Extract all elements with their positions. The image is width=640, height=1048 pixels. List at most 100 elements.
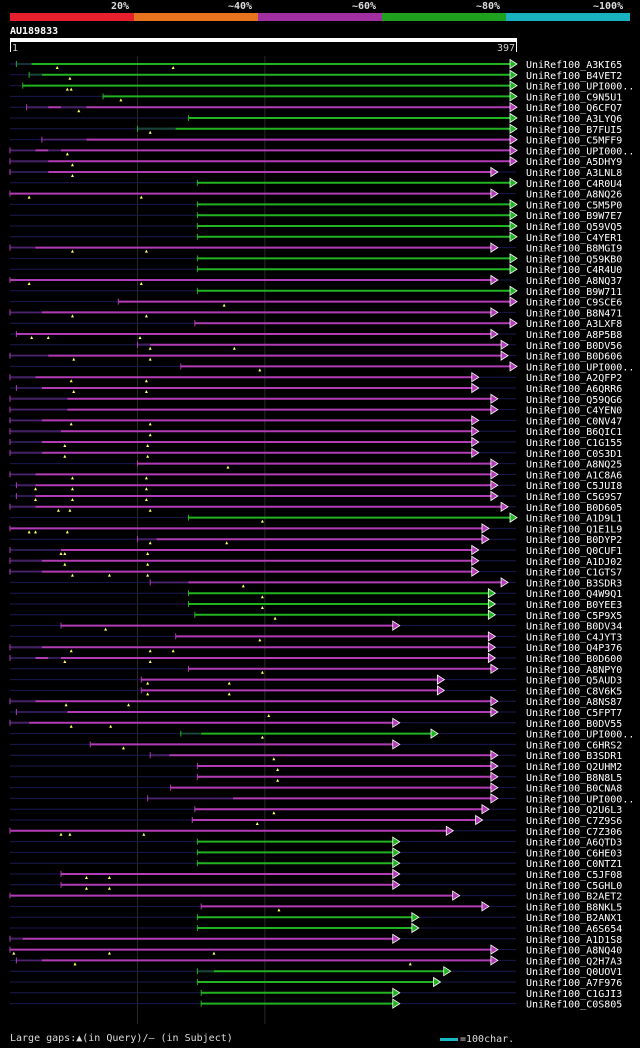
hit-label[interactable]: UniRef100_A6QRR6	[526, 384, 622, 395]
hit-row[interactable]: UniRef100_C0S3D1	[9, 447, 622, 460]
hit-label[interactable]: UniRef100_C5G9S7	[526, 492, 622, 503]
hit-label[interactable]: UniRef100_A8NQ26	[526, 190, 622, 201]
hit-row[interactable]: UniRef100_B2AET2	[9, 890, 622, 903]
hit-label[interactable]: UniRef100_A2QFP2	[526, 373, 622, 384]
hit-row[interactable]: UniRef100_UPI000..	[10, 80, 634, 93]
hit-row[interactable]: UniRef100_A8NQ25	[10, 458, 622, 471]
hit-row[interactable]: UniRef100_A2QFP2	[9, 371, 622, 385]
hit-label[interactable]: UniRef100_A3KI65	[526, 60, 622, 71]
hit-row[interactable]: UniRef100_A5DHY9	[9, 155, 622, 169]
hit-label[interactable]: UniRef100_A1D9L1	[526, 514, 622, 525]
hit-row[interactable]: UniRef100_C4R0U4	[10, 177, 622, 190]
hit-label[interactable]: UniRef100_Q0CUF1	[526, 546, 622, 557]
hit-row[interactable]: UniRef100_A3LNL8	[9, 166, 622, 180]
hit-row[interactable]: UniRef100_B0DV56	[10, 339, 622, 352]
hit-label[interactable]: UniRef100_Q0UOV1	[526, 967, 622, 978]
hit-label[interactable]: UniRef100_Q2U6L3	[526, 805, 622, 816]
hit-label[interactable]: UniRef100_Q1E1L9	[526, 524, 622, 535]
hit-label[interactable]: UniRef100_C8V6K5	[526, 686, 622, 697]
hit-label[interactable]: UniRef100_C4R4U0	[526, 265, 622, 276]
hit-row[interactable]: UniRef100_UPI000..	[10, 728, 634, 741]
hit-label[interactable]: UniRef100_C7Z306	[526, 827, 622, 838]
hit-label[interactable]: UniRef100_B4VET2	[526, 71, 622, 82]
hit-label[interactable]: UniRef100_C0S805	[526, 1000, 622, 1011]
hit-row[interactable]: UniRef100_A8P5B8	[10, 328, 622, 342]
hit-label[interactable]: UniRef100_C6HE03	[526, 848, 622, 859]
hit-label[interactable]: UniRef100_C1G155	[526, 438, 622, 449]
hit-label[interactable]: UniRef100_B0D606	[526, 352, 622, 363]
hit-label[interactable]: UniRef100_B0CNA8	[526, 784, 622, 795]
hit-row[interactable]: UniRef100_UPI000..	[9, 145, 634, 158]
hit-row[interactable]: UniRef100_Q2H7A3	[10, 955, 622, 968]
hit-row[interactable]: UniRef100_C0NV47	[9, 415, 622, 428]
hit-row[interactable]: UniRef100_A8NQ26	[9, 188, 622, 201]
hit-label[interactable]: UniRef100_B0DV55	[526, 719, 622, 730]
hit-label[interactable]: UniRef100_UPI000..	[526, 362, 634, 373]
hit-row[interactable]: UniRef100_C5GHL0	[10, 879, 622, 892]
hit-label[interactable]: UniRef100_A3LXF8	[526, 319, 622, 330]
hit-row[interactable]: UniRef100_B9W711	[10, 285, 622, 298]
hit-row[interactable]: UniRef100_C7Z9S6	[10, 814, 622, 828]
hit-row[interactable]: UniRef100_C1GJI3	[10, 987, 622, 1000]
hit-label[interactable]: UniRef100_C6HRS2	[526, 740, 622, 751]
hit-row[interactable]: UniRef100_C6HE03	[10, 847, 622, 860]
hit-label[interactable]: UniRef100_C4YER1	[526, 233, 622, 244]
hit-row[interactable]: UniRef100_A3LYQ6	[10, 112, 622, 126]
hit-label[interactable]: UniRef100_B3SDR1	[526, 751, 622, 762]
hit-row[interactable]: UniRef100_B4VET2	[10, 69, 622, 82]
hit-row[interactable]: UniRef100_A1D9L1	[10, 512, 622, 525]
hit-label[interactable]: UniRef100_C0NTZ1	[526, 859, 622, 870]
hit-row[interactable]: UniRef100_A3KI65	[10, 58, 622, 72]
hit-row[interactable]: UniRef100_C4JYT3	[10, 631, 622, 644]
hit-row[interactable]: UniRef100_Q0UOV1	[10, 965, 622, 979]
hit-label[interactable]: UniRef100_C5JUI8	[526, 481, 622, 492]
hit-row[interactable]: UniRef100_C7Z306	[9, 825, 622, 838]
hit-label[interactable]: UniRef100_C5FPT7	[526, 708, 622, 719]
hit-label[interactable]: UniRef100_B0D600	[526, 654, 622, 665]
hit-row[interactable]: UniRef100_B0DV55	[9, 717, 622, 730]
hit-row[interactable]: UniRef100_Q4W9Q1	[10, 587, 622, 601]
hit-label[interactable]: UniRef100_Q59KB0	[526, 254, 622, 265]
hit-row[interactable]: UniRef100_B0DYP2	[10, 533, 622, 547]
hit-label[interactable]: UniRef100_B7FUI5	[526, 125, 622, 136]
hit-label[interactable]: UniRef100_B9W711	[526, 287, 622, 298]
hit-label[interactable]: UniRef100_Q2H7A3	[526, 956, 622, 967]
hit-row[interactable]: UniRef100_B8N471	[9, 307, 622, 320]
hit-row[interactable]: UniRef100_A8NQ37	[9, 274, 622, 288]
hit-label[interactable]: UniRef100_B0YEE3	[526, 600, 622, 611]
hit-row[interactable]: UniRef100_C9SCE6	[10, 296, 622, 309]
hit-row[interactable]: UniRef100_C6HRS2	[10, 739, 622, 752]
hit-row[interactable]: UniRef100_Q0CUF1	[9, 544, 622, 558]
hit-label[interactable]: UniRef100_B8NKL5	[526, 902, 622, 913]
hit-row[interactable]: UniRef100_A3LXF8	[10, 317, 622, 331]
hit-label[interactable]: UniRef100_C5GHL0	[526, 881, 622, 892]
hit-row[interactable]: UniRef100_C1G155	[9, 436, 622, 450]
hit-label[interactable]: UniRef100_A6S654	[526, 924, 622, 935]
hit-label[interactable]: UniRef100_C4JYT3	[526, 632, 622, 643]
hit-label[interactable]: UniRef100_Q4W9Q1	[526, 589, 622, 600]
hit-row[interactable]: UniRef100_B6QIC1	[9, 425, 622, 439]
hit-row[interactable]: UniRef100_B7FUI5	[10, 123, 622, 136]
hit-label[interactable]: UniRef100_B0D605	[526, 503, 622, 514]
hit-label[interactable]: UniRef100_A6QTD3	[526, 838, 622, 849]
hit-row[interactable]: UniRef100_A8NS87	[9, 695, 622, 709]
hit-label[interactable]: UniRef100_B2AET2	[526, 892, 622, 903]
hit-row[interactable]: UniRef100_C1GTS7	[9, 566, 622, 579]
hit-row[interactable]: UniRef100_A6QTD3	[10, 836, 622, 849]
hit-row[interactable]: UniRef100_UPI000..	[10, 361, 634, 374]
hit-row[interactable]: UniRef100_B2ANX1	[10, 911, 622, 925]
hit-row[interactable]: UniRef100_B8MGI9	[9, 242, 622, 255]
hit-row[interactable]: UniRef100_A1D1S8	[9, 933, 622, 946]
hit-row[interactable]: UniRef100_A1C8A6	[9, 469, 622, 482]
hit-label[interactable]: UniRef100_C5P9X5	[526, 611, 622, 622]
hit-row[interactable]: UniRef100_A7F976	[10, 976, 622, 990]
hit-row[interactable]: UniRef100_Q2UHM2	[10, 760, 622, 774]
hit-label[interactable]: UniRef100_A8NQ40	[526, 946, 622, 957]
hit-label[interactable]: UniRef100_A8NS87	[526, 697, 622, 708]
hit-label[interactable]: UniRef100_B8N471	[526, 308, 622, 319]
hit-label[interactable]: UniRef100_A5DHY9	[526, 157, 622, 168]
hit-row[interactable]: UniRef100_A8NQ40	[9, 944, 622, 957]
hit-label[interactable]: UniRef100_B3SDR3	[526, 578, 622, 589]
hit-row[interactable]: UniRef100_B0YEE3	[10, 598, 622, 612]
hit-label[interactable]: UniRef100_A8NPY0	[526, 665, 622, 676]
